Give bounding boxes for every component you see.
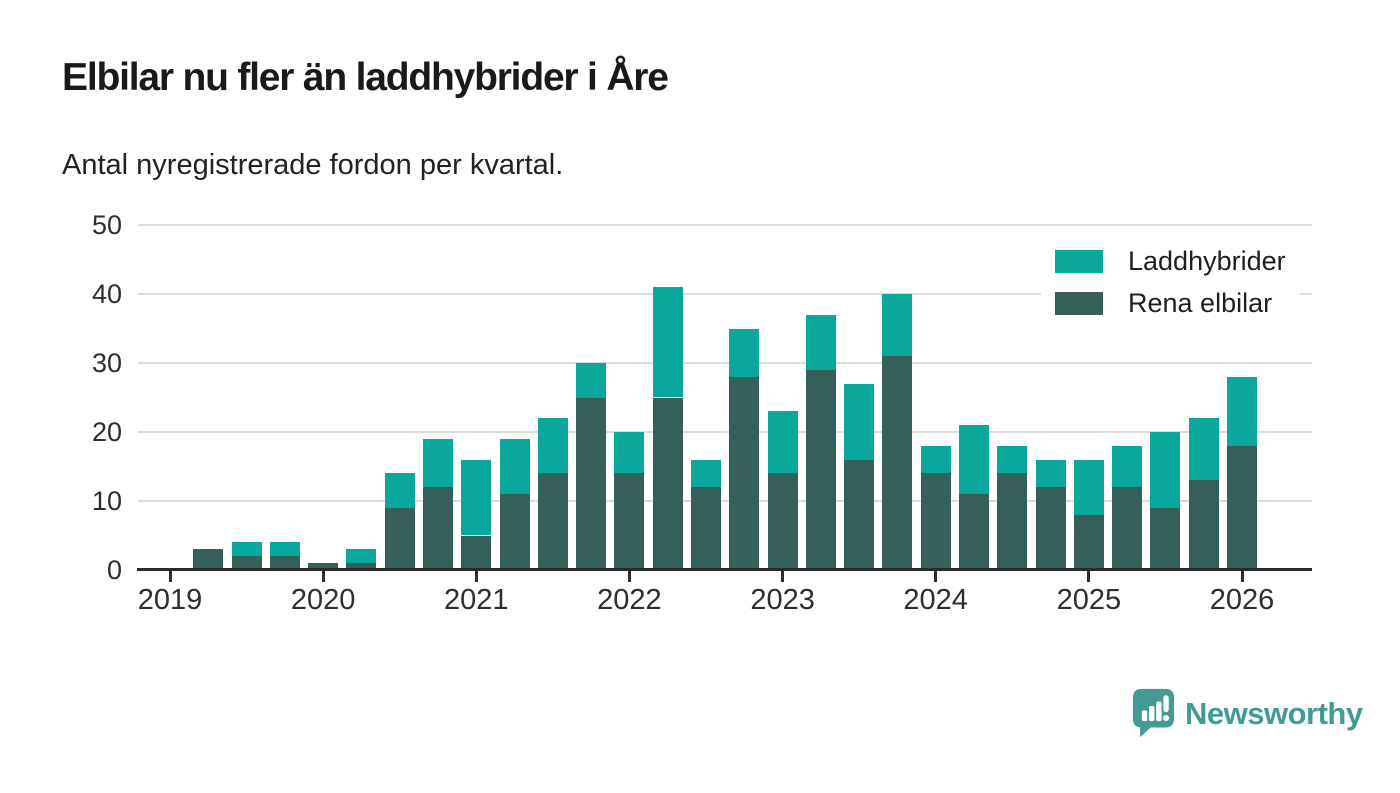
bar-segment-rena-elbilar [499,494,530,570]
y-axis-label-20: 20 [91,417,122,447]
legend-label-laddhybrider: Laddhybrider [1128,246,1286,276]
x-axis-label-2021: 2021 [444,584,509,616]
legend-item-laddhybrider: Laddhybrider [1055,246,1286,276]
y-axis-label-0: 0 [106,555,122,585]
bar-segment-rena-elbilar [652,397,683,570]
x-axis-label-2023: 2023 [750,584,815,616]
bar-segment-rena-elbilar [614,473,645,570]
bar-segment-rena-elbilar [1188,480,1219,570]
bar-segment-rena-elbilar [193,549,224,570]
bar-segment-laddhybrider [269,542,300,557]
bar-segment-rena-elbilar [729,376,760,570]
bar-segment-rena-elbilar [959,494,989,570]
x-tick-2023 [781,571,785,582]
bar-segment-rena-elbilar [1227,445,1257,570]
bar-segment-laddhybrider [346,549,377,564]
bar-segment-laddhybrider [461,459,492,536]
bar-segment-rena-elbilar [1150,507,1181,570]
bar-segment-rena-elbilar [423,487,453,570]
x-tick-2022 [627,571,631,582]
legend-swatch-laddhybrider [1055,250,1103,273]
bar-segment-rena-elbilar [231,556,262,570]
x-axis-line [137,568,1312,571]
x-tick-2021 [474,571,478,582]
y-axis-label-50: 50 [91,210,122,240]
chart-title: Elbilar nu fler än laddhybrider i Åre [62,56,669,99]
x-axis-label-2020: 2020 [290,584,356,616]
bar-segment-laddhybrider [614,432,645,474]
bar-segment-rena-elbilar [1073,514,1104,570]
bar-segment-rena-elbilar [882,356,913,570]
x-tick-2024 [934,571,938,582]
bar-segment-laddhybrider [537,418,568,474]
gridline-y50 [138,224,1312,226]
bar-segment-laddhybrider [1073,459,1104,515]
bar-segment-rena-elbilar [691,487,721,570]
legend-swatch-rena-elbilar [1055,292,1103,315]
bar-segment-rena-elbilar [920,473,951,570]
bar-segment-rena-elbilar [537,473,568,570]
x-axis-label-2022: 2022 [597,584,662,616]
bar-segment-laddhybrider [691,459,721,488]
newsworthy-brand: Newsworthy [1132,686,1363,742]
gridline-y40 [138,293,1312,295]
bar-segment-laddhybrider [1188,418,1219,481]
bar-segment-rena-elbilar [844,459,875,570]
bar-segment-rena-elbilar [997,473,1028,570]
bar-segment-laddhybrider [499,438,530,495]
newsworthy-logo-icon [1132,688,1175,738]
legend-item-rena-elbilar: Rena elbilar [1055,288,1286,318]
bar-segment-laddhybrider [1150,432,1181,508]
legend-label-rena-elbilar: Rena elbilar [1128,288,1273,318]
bar-segment-rena-elbilar [805,369,836,570]
gridline-y20 [138,431,1312,433]
x-tick-2025 [1087,571,1091,582]
y-axis-label-30: 30 [91,348,122,378]
bar-segment-laddhybrider [576,363,607,398]
bar-segment-laddhybrider [959,425,989,495]
brand-name: Newsworthy [1185,696,1363,731]
x-axis-label-2024: 2024 [903,584,968,616]
bar-segment-laddhybrider [423,438,453,488]
bar-segment-laddhybrider [882,294,913,357]
chart-legend: Laddhybrider Rena elbilar [1041,240,1300,338]
bar-segment-laddhybrider [805,314,836,370]
bar-segment-rena-elbilar [269,556,300,570]
bar-segment-laddhybrider [844,383,875,460]
gridline-y30 [138,362,1312,364]
bar-segment-laddhybrider [767,411,798,474]
x-axis-label-2025: 2025 [1056,584,1122,616]
gridline-y10 [138,500,1312,502]
bar-segment-rena-elbilar [1035,487,1066,570]
y-axis-label-40: 40 [91,279,122,309]
bar-segment-laddhybrider [384,473,415,508]
bar-segment-laddhybrider [997,445,1028,474]
bar-segment-rena-elbilar [576,397,607,570]
bar-segment-laddhybrider [1112,445,1143,488]
x-tick-2026 [1240,571,1244,582]
bar-segment-laddhybrider [729,328,760,377]
bar-segment-rena-elbilar [308,563,339,570]
chart-subtitle: Antal nyregistrerade fordon per kvartal. [62,149,564,181]
bar-segment-laddhybrider [1227,376,1257,446]
bar-segment-rena-elbilar [461,535,492,570]
x-tick-2019 [168,571,172,582]
bar-segment-rena-elbilar [1112,487,1143,570]
y-axis-label-10: 10 [91,486,122,516]
bar-segment-laddhybrider [1035,459,1066,488]
bar-segment-rena-elbilar [384,507,415,570]
x-axis-label-2026: 2026 [1209,584,1275,616]
bar-segment-laddhybrider [652,287,683,398]
bar-segment-laddhybrider [920,445,951,474]
bar-segment-rena-elbilar [346,563,377,570]
x-axis-label-2019: 2019 [137,584,203,616]
x-tick-2020 [321,571,325,582]
bar-segment-laddhybrider [231,542,262,557]
bar-segment-rena-elbilar [767,473,798,570]
